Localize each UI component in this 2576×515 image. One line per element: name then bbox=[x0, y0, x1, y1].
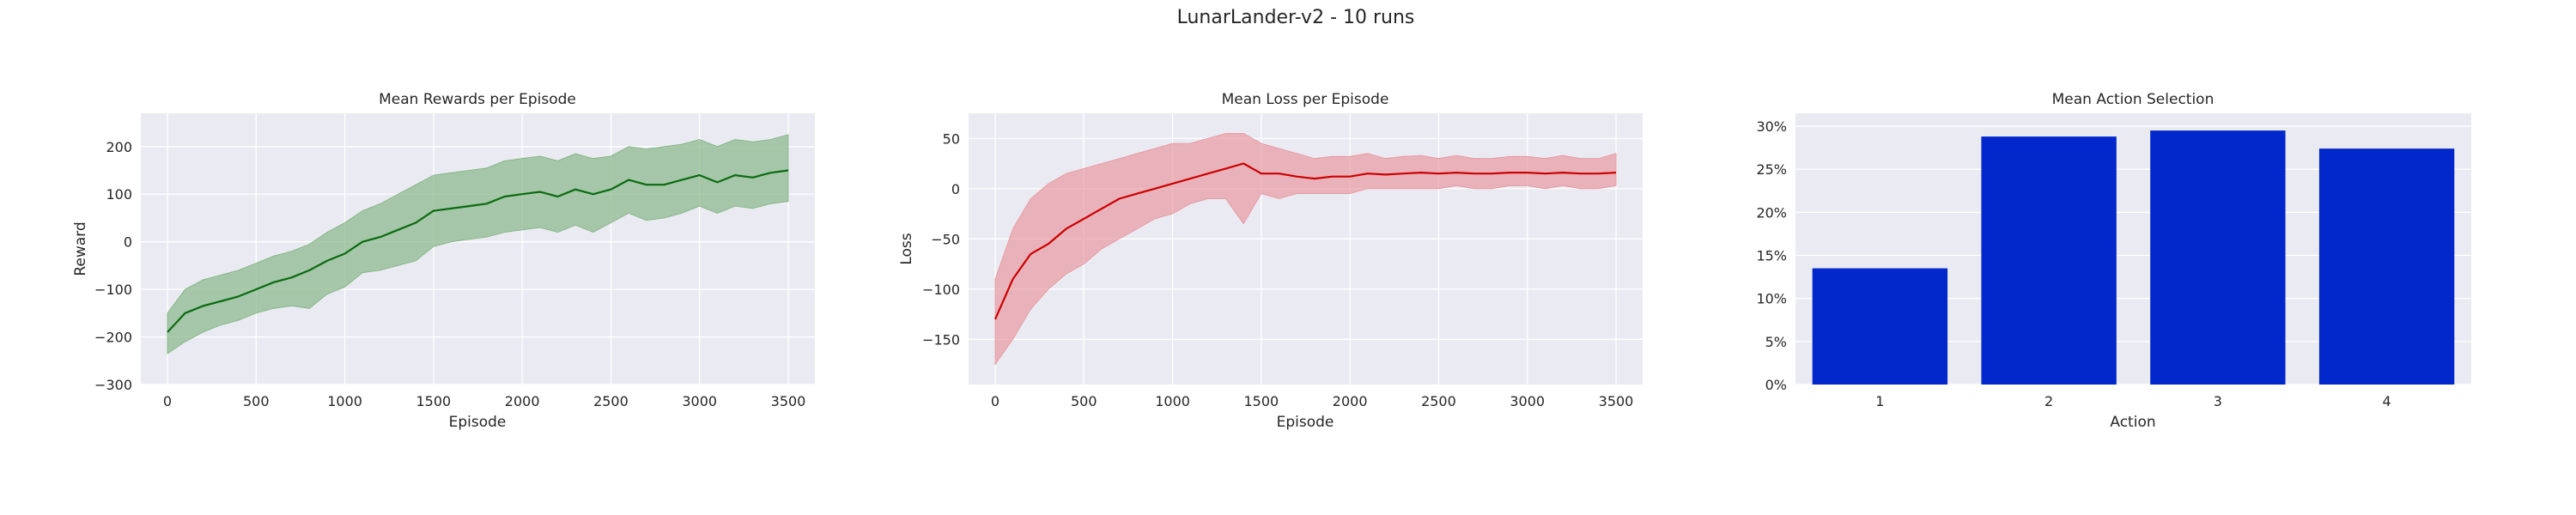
action-x-tick-label: 4 bbox=[2383, 393, 2391, 409]
rewards-x-axis-label: Episode bbox=[449, 414, 507, 431]
rewards-x-ticks: 0 500 1000 1500 2000 2500 3000 3500 bbox=[163, 393, 805, 409]
action-y-tick-label: 10% bbox=[1756, 291, 1787, 307]
rewards-y-ticks: −300 −200 −100 0 100 200 bbox=[94, 139, 132, 393]
rewards-mean-line bbox=[167, 169, 789, 333]
loss-chart: 0 500 1000 1500 2000 2500 3000 3500 −150−100−50… bbox=[898, 91, 1643, 431]
rewards-x-tick-label: 1000 bbox=[327, 393, 362, 409]
rewards-y-tick-label: −200 bbox=[94, 330, 132, 346]
action-y-tick-label: 0% bbox=[1765, 377, 1787, 393]
rewards-y-tick-label: −300 bbox=[94, 377, 132, 393]
action-y-tick-label: 30% bbox=[1756, 118, 1787, 135]
loss-x-tick-label: 3000 bbox=[1510, 393, 1545, 409]
rewards-x-tick-label: 2500 bbox=[593, 393, 629, 409]
loss-x-tick-label: 2500 bbox=[1421, 393, 1456, 409]
loss-y-ticks: −150 −100 −50 0 50 bbox=[922, 130, 960, 348]
action-marks bbox=[1812, 130, 2455, 385]
figure-title: LunarLander-v2 - 10 runs bbox=[1177, 7, 1415, 28]
rewards-y-tick-label: 100 bbox=[106, 186, 132, 203]
loss-y-tick-label: −100 bbox=[922, 282, 960, 298]
loss-mean-line bbox=[993, 162, 1617, 320]
loss-x-ticks: 0 500 1000 1500 2000 2500 3000 3500 bbox=[991, 393, 1633, 409]
rewards-x-tick-label: 0 bbox=[163, 393, 172, 409]
loss-marks bbox=[993, 133, 1617, 366]
action-x-tick-label: 2 bbox=[2044, 393, 2053, 409]
rewards-y-tick-label: 200 bbox=[106, 139, 132, 155]
loss-x-tick-label: 0 bbox=[991, 393, 999, 409]
loss-x-tick-label: 3500 bbox=[1599, 393, 1634, 409]
rewards-chart-title: Mean Rewards per Episode bbox=[379, 91, 576, 108]
rewards-y-tick-label: 0 bbox=[124, 234, 132, 251]
loss-x-tick-label: 500 bbox=[1071, 393, 1097, 409]
rewards-x-tick-label: 500 bbox=[243, 393, 270, 409]
loss-y-tick-label: −150 bbox=[922, 331, 960, 348]
loss-y-tick-label: −50 bbox=[931, 231, 960, 247]
loss-y-tick-label: 50 bbox=[943, 130, 960, 147]
action-bar-3 bbox=[2150, 130, 2286, 385]
rewards-x-tick-label: 3000 bbox=[682, 393, 717, 409]
action-bar-1 bbox=[1812, 268, 1948, 385]
loss-std-band bbox=[994, 133, 1617, 366]
loss-chart-title: Mean Loss per Episode bbox=[1222, 91, 1389, 108]
rewards-std-band bbox=[167, 134, 789, 354]
action-y-tick-label: 20% bbox=[1756, 204, 1787, 221]
action-bar-2 bbox=[1981, 136, 2117, 385]
loss-x-tick-label: 1500 bbox=[1243, 393, 1279, 409]
rewards-marks bbox=[167, 134, 789, 354]
action-y-tick-label: 25% bbox=[1756, 161, 1787, 178]
loss-y-tick-label: 0 bbox=[951, 181, 960, 197]
action-y-ticks: 0% 5% 10% 15% 20% 25% 30% bbox=[1756, 118, 1787, 393]
rewards-x-tick-label: 2000 bbox=[505, 393, 540, 409]
action-y-tick-label: 5% bbox=[1765, 334, 1787, 350]
action-chart-title: Mean Action Selection bbox=[2052, 91, 2215, 108]
loss-y-axis-label: Loss bbox=[898, 233, 915, 264]
action-chart: 1 2 3 4 0% 5% 10% 15% 20% 25% 30% Mean Action Sel… bbox=[1756, 91, 2471, 431]
rewards-y-axis-label: Reward bbox=[72, 221, 89, 276]
action-y-tick-label: 15% bbox=[1756, 248, 1787, 264]
loss-x-axis-label: Episode bbox=[1277, 414, 1334, 431]
action-x-axis-label: Action bbox=[2110, 414, 2155, 431]
rewards-chart: 0 500 1000 1500 2000 2500 3000 3500 −300−200−10… bbox=[72, 91, 815, 431]
loss-x-tick-label: 2000 bbox=[1333, 393, 1368, 409]
rewards-x-tick-label: 3500 bbox=[771, 393, 806, 409]
action-x-tick-label: 1 bbox=[1875, 393, 1884, 409]
rewards-y-tick-label: −100 bbox=[94, 282, 132, 298]
loss-x-tick-label: 1000 bbox=[1155, 393, 1190, 409]
action-x-tick-label: 3 bbox=[2214, 393, 2222, 409]
action-x-ticks: 1 2 3 4 bbox=[1875, 393, 2391, 409]
rewards-x-tick-label: 1500 bbox=[416, 393, 451, 409]
action-bar-4 bbox=[2318, 148, 2455, 385]
